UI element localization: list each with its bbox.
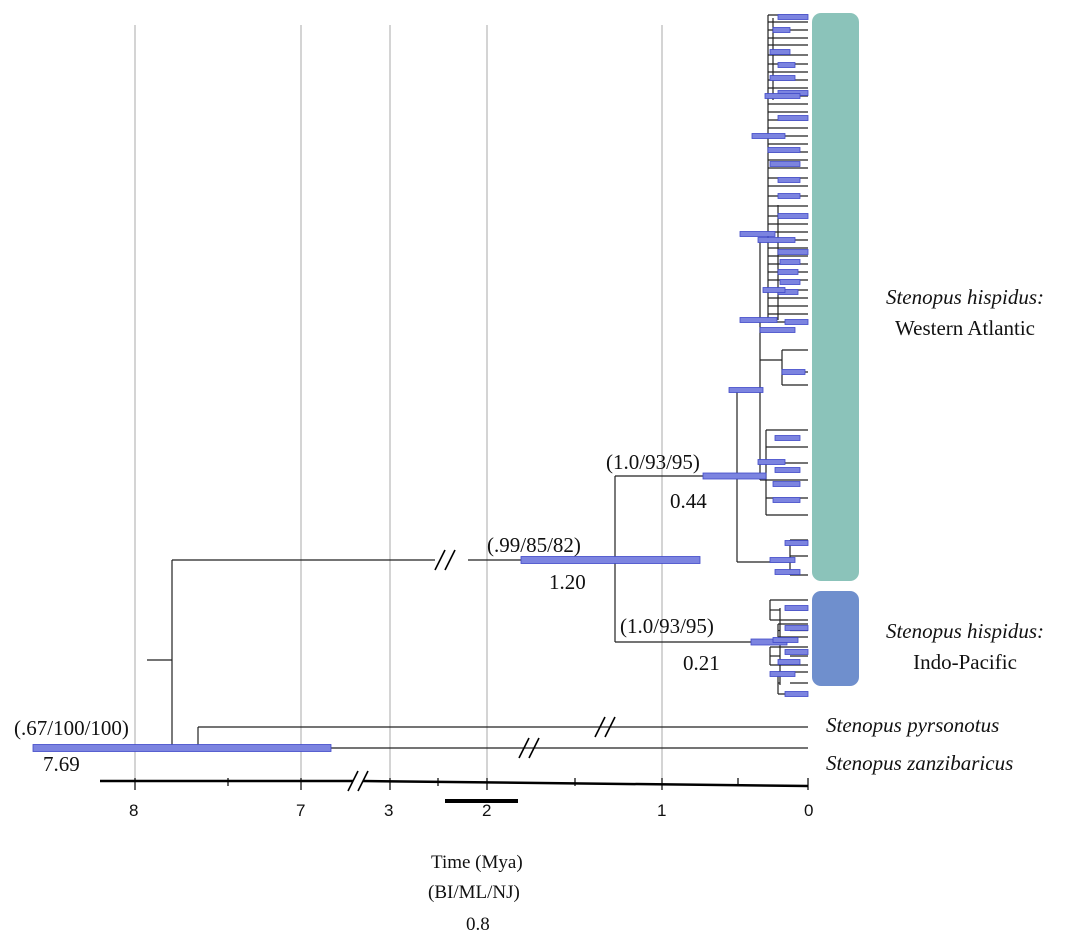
hpd-bar (739, 317, 778, 323)
indo-pacific-node-support: (1.0/93/95) (620, 614, 714, 638)
indo-pacific-region: Indo-Pacific (913, 650, 1017, 674)
hpd-bar (779, 259, 801, 265)
axis-tick-label: 8 (129, 801, 139, 820)
indo-pacific-species: Stenopus hispidus: (885, 619, 1045, 643)
hpd-bar (774, 467, 801, 473)
root-node-age: 7.69 (43, 752, 80, 776)
scale-bar-value: 0.8 (466, 914, 490, 935)
hpd-bar (784, 319, 809, 325)
hpd-bar (769, 161, 801, 167)
hpd-bar (762, 287, 786, 293)
hpd-bar (702, 472, 767, 480)
hpd-bar (757, 237, 796, 243)
root-node-support: (.67/100/100) (14, 716, 129, 740)
hpd-bar (769, 557, 796, 563)
break-mark (434, 549, 446, 571)
hpd-bar (777, 115, 809, 121)
hpd-bar (739, 231, 776, 237)
break-mark (528, 737, 540, 759)
hpd-bar (777, 193, 801, 199)
axis-tick-label: 7 (296, 801, 306, 820)
indo-pacific-clade-block (812, 591, 859, 686)
hpd-bar (772, 481, 801, 487)
hpd-bar (757, 459, 786, 465)
hpd-bar (769, 49, 791, 55)
hispidus-node-age: 1.20 (549, 570, 586, 594)
break-mark (444, 549, 456, 571)
time-axis-title: Time (Mya) (431, 852, 523, 873)
hpd-bar (769, 75, 796, 81)
hpd-bar (777, 249, 809, 255)
indo-pacific-clade-label: Stenopus hispidus: Indo-Pacific (862, 616, 1068, 678)
hpd-bar (784, 691, 809, 697)
hpd-bar (784, 649, 809, 655)
western-atlantic-region: Western Atlantic (894, 316, 1036, 340)
hpd-bar (779, 279, 801, 285)
hpd-bar (751, 133, 786, 139)
hpd-bar (777, 177, 801, 183)
hpd-bar (777, 659, 801, 665)
scale-legend-label: (BI/ML/NJ) (428, 882, 520, 903)
break-mark (518, 737, 530, 759)
hpd-bar (777, 213, 809, 219)
hpd-bar (772, 27, 791, 33)
axis-tick-label: 2 (482, 801, 492, 820)
hpd-bar (784, 625, 809, 631)
tip-stenopus-zanzibaricus: Stenopus zanzibaricus (826, 751, 1014, 775)
hpd-bar (759, 327, 796, 333)
break-mark (594, 716, 606, 738)
hpd-bar (777, 14, 809, 20)
hpd-bar (32, 744, 332, 752)
node-age-hpd-bars (32, 14, 809, 752)
western-atlantic-node-support: (1.0/93/95) (606, 450, 700, 474)
hpd-bar (784, 540, 809, 546)
hpd-bar (520, 556, 701, 564)
hispidus-node-support: (.99/85/82) (487, 533, 581, 557)
axis-tick-label: 3 (384, 801, 394, 820)
indo-pacific-node-age: 0.21 (683, 651, 720, 675)
axis-tick-label: 1 (657, 801, 667, 820)
axis-tick-label: 0 (804, 801, 814, 820)
hpd-bar (784, 605, 809, 611)
time-axis (100, 778, 809, 790)
axis-break-marks (347, 549, 616, 792)
break-mark (604, 716, 616, 738)
time-axis-line (362, 779, 809, 788)
time-gridlines (134, 25, 663, 778)
western-atlantic-clade-block (812, 13, 859, 581)
hpd-bar (774, 569, 801, 575)
western-atlantic-clade-label: Stenopus hispidus: Western Atlantic (862, 282, 1068, 344)
tip-stenopus-pyrsonotus: Stenopus pyrsonotus (826, 713, 1000, 737)
hpd-bar (772, 637, 799, 643)
hpd-bar (764, 93, 801, 99)
hpd-bar (767, 147, 801, 153)
hpd-bar (777, 269, 799, 275)
hpd-bar (769, 671, 796, 677)
hpd-bar (777, 62, 796, 68)
western-atlantic-species: Stenopus hispidus: (885, 285, 1045, 309)
hpd-bar (781, 369, 806, 375)
western-atlantic-node-age: 0.44 (670, 489, 707, 513)
hpd-bar (774, 435, 801, 441)
hpd-bar (772, 497, 801, 503)
hpd-bar (728, 387, 764, 393)
